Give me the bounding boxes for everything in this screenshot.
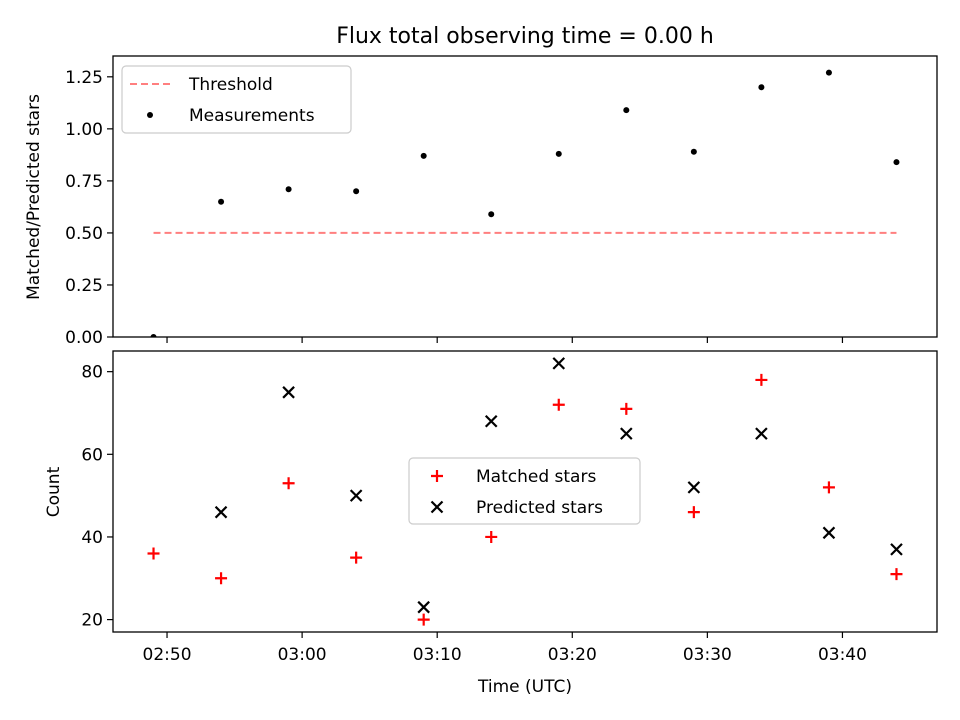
measurement-point bbox=[825, 69, 832, 76]
measurement-point bbox=[758, 84, 765, 91]
matched-star-point bbox=[620, 402, 633, 415]
x-tick-label: 03:10 bbox=[413, 645, 462, 665]
x-tick-label: 03:20 bbox=[548, 645, 597, 665]
matched-star-point bbox=[417, 613, 430, 626]
predicted-star-point bbox=[620, 427, 633, 440]
legend-label: Measurements bbox=[189, 106, 315, 126]
y-tick-label: 0.50 bbox=[65, 224, 103, 244]
legend-box bbox=[408, 457, 641, 525]
measurement-point bbox=[488, 211, 495, 218]
measurement-point bbox=[623, 107, 630, 114]
x-tick-label: 02:50 bbox=[143, 645, 192, 665]
y-tick-label: 80 bbox=[81, 363, 103, 383]
predicted-star-point bbox=[417, 600, 430, 614]
measurement-point bbox=[893, 159, 900, 166]
y-tick-label: 20 bbox=[81, 611, 103, 631]
y-tick-label: 0.00 bbox=[65, 328, 103, 348]
predicted-star-point bbox=[484, 414, 498, 428]
legend-box bbox=[121, 65, 352, 134]
predicted-star-point bbox=[822, 526, 836, 540]
matched-star-point bbox=[485, 530, 498, 543]
measurement-point bbox=[420, 152, 427, 159]
measurement-point bbox=[218, 198, 225, 205]
legend-predicted-swatch bbox=[430, 500, 444, 514]
y-tick-label: 60 bbox=[81, 445, 103, 465]
measurement-point bbox=[150, 334, 157, 337]
predicted-star-point bbox=[282, 386, 295, 399]
plot-area bbox=[147, 357, 903, 626]
bottom-panel: 20 40 60 80 02:50 03:00 03:10 03:20 03:30 03:40 Ma… bbox=[81, 350, 938, 665]
measurement-point bbox=[285, 186, 292, 193]
measurement-point bbox=[690, 148, 697, 155]
bottom-legend: Matched stars Predicted stars bbox=[408, 457, 641, 525]
top-panel: 0.00 0.25 0.50 0.75 1.00 1.25 Threshold Measure… bbox=[65, 55, 938, 348]
plot-area bbox=[150, 69, 900, 337]
matched-star-point bbox=[282, 477, 295, 490]
x-tick-label: 03:00 bbox=[278, 645, 327, 665]
y-tick-label: 0.25 bbox=[65, 276, 103, 296]
predicted-star-point bbox=[890, 543, 903, 556]
bottom-y-axis-label: Count bbox=[44, 466, 64, 517]
legend-label: Threshold bbox=[188, 75, 273, 95]
predicted-star-point bbox=[687, 481, 701, 494]
y-tick-label: 1.25 bbox=[65, 68, 103, 88]
matched-star-point bbox=[552, 398, 565, 411]
axes-frame bbox=[112, 55, 938, 338]
y-tick-label: 0.75 bbox=[65, 172, 103, 192]
legend-label: Matched stars bbox=[476, 467, 596, 487]
predicted-star-point bbox=[349, 489, 363, 502]
x-tick-label: 03:40 bbox=[818, 645, 867, 665]
top-legend: Threshold Measurements bbox=[121, 65, 352, 134]
legend-label: Predicted stars bbox=[476, 498, 603, 518]
top-chart-title: Flux total observing time = 0.00 h bbox=[336, 24, 714, 49]
x-tick-label: 03:30 bbox=[683, 645, 732, 665]
legend-matched-swatch bbox=[431, 470, 443, 482]
y-tick-label: 1.00 bbox=[65, 120, 103, 140]
matched-star-point bbox=[350, 551, 363, 564]
matched-star-point bbox=[687, 506, 700, 519]
measurement-point bbox=[555, 150, 562, 157]
predicted-star-point bbox=[214, 505, 228, 519]
matched-star-point bbox=[822, 481, 835, 494]
measurement-point bbox=[353, 188, 360, 195]
predicted-star-point bbox=[552, 357, 566, 370]
matched-star-point bbox=[755, 373, 768, 386]
axes-frame bbox=[112, 350, 938, 633]
x-axis-label: Time (UTC) bbox=[477, 677, 572, 697]
top-y-axis-label: Matched/Predicted stars bbox=[24, 94, 44, 300]
legend-measurement-swatch bbox=[147, 112, 153, 118]
matched-star-point bbox=[147, 547, 160, 560]
y-tick-label: 40 bbox=[81, 528, 103, 548]
predicted-star-point bbox=[755, 427, 768, 440]
matched-star-point bbox=[215, 572, 228, 585]
matched-star-point bbox=[890, 568, 903, 581]
